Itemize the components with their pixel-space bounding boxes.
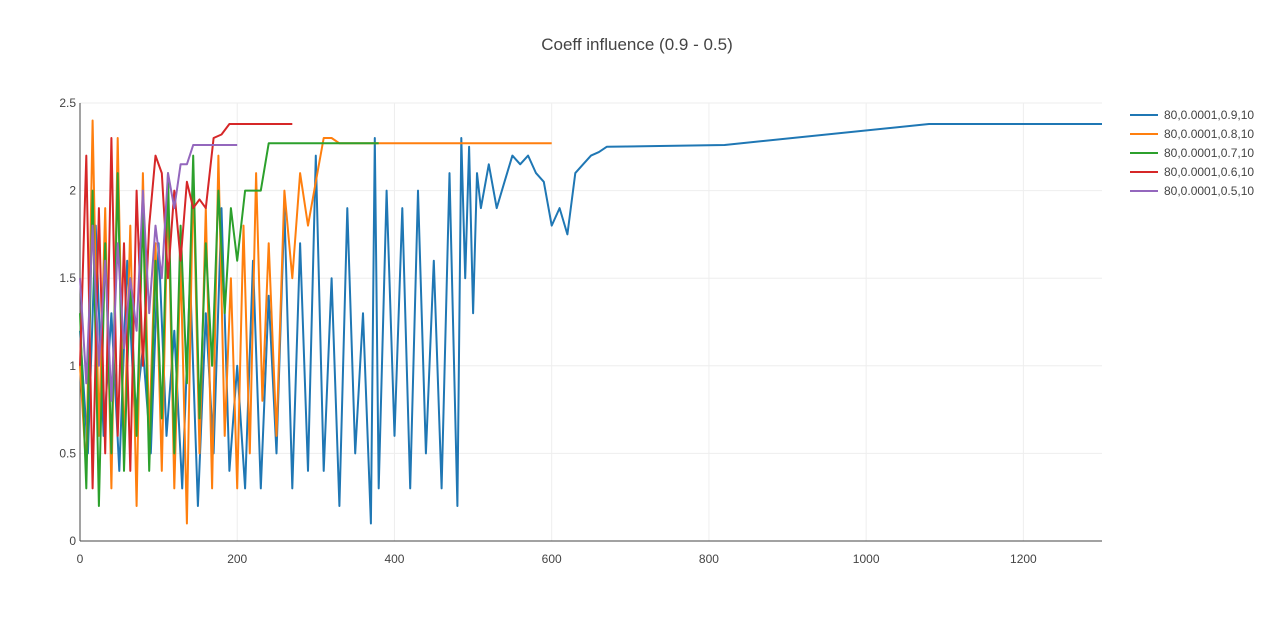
grid-lines (80, 102, 1102, 541)
series-line-5 (79, 144, 238, 402)
x-tick-label: 0 (77, 552, 84, 566)
series-lines (79, 119, 1102, 525)
y-tick-label: 0.5 (59, 446, 76, 460)
x-tick-label: 600 (542, 552, 562, 566)
legend-item-4[interactable]: 80,0.0001,0.6,10 (1130, 165, 1254, 179)
x-tick-label: 200 (227, 552, 247, 566)
legend-label: 80,0.0001,0.8,10 (1164, 127, 1254, 141)
axes: 0 0.5 1 1.5 2 2.5 0 200 400 600 800 1000 1200 (59, 96, 1102, 566)
y-tick-label: 1 (69, 359, 76, 373)
legend-label: 80,0.0001,0.7,10 (1164, 146, 1254, 160)
x-tick-label: 800 (699, 552, 719, 566)
y-tick-label: 2 (69, 184, 76, 198)
series-line-2 (79, 119, 552, 525)
legend-item-2[interactable]: 80,0.0001,0.8,10 (1130, 127, 1254, 141)
y-tick-label: 0 (69, 534, 76, 548)
x-tick-label: 400 (384, 552, 404, 566)
legend-label: 80,0.0001,0.9,10 (1164, 108, 1254, 122)
series-line-3 (79, 142, 379, 507)
chart-title: Coeff influence (0.9 - 0.5) (541, 35, 733, 54)
y-tick-label: 2.5 (59, 96, 76, 110)
legend-item-1[interactable]: 80,0.0001,0.9,10 (1130, 108, 1254, 122)
x-tick-label: 1000 (853, 552, 880, 566)
y-tick-label: 1.5 (59, 271, 76, 285)
legend-label: 80,0.0001,0.5,10 (1164, 184, 1254, 198)
legend-item-3[interactable]: 80,0.0001,0.7,10 (1130, 146, 1254, 160)
legend[interactable]: 80,0.0001,0.9,10 80,0.0001,0.8,10 80,0.000… (1130, 108, 1254, 198)
x-tick-label: 1200 (1010, 552, 1037, 566)
legend-item-5[interactable]: 80,0.0001,0.5,10 (1130, 184, 1254, 198)
series-line-1 (79, 123, 1102, 525)
legend-label: 80,0.0001,0.6,10 (1164, 165, 1254, 179)
series-line-4 (79, 123, 293, 490)
